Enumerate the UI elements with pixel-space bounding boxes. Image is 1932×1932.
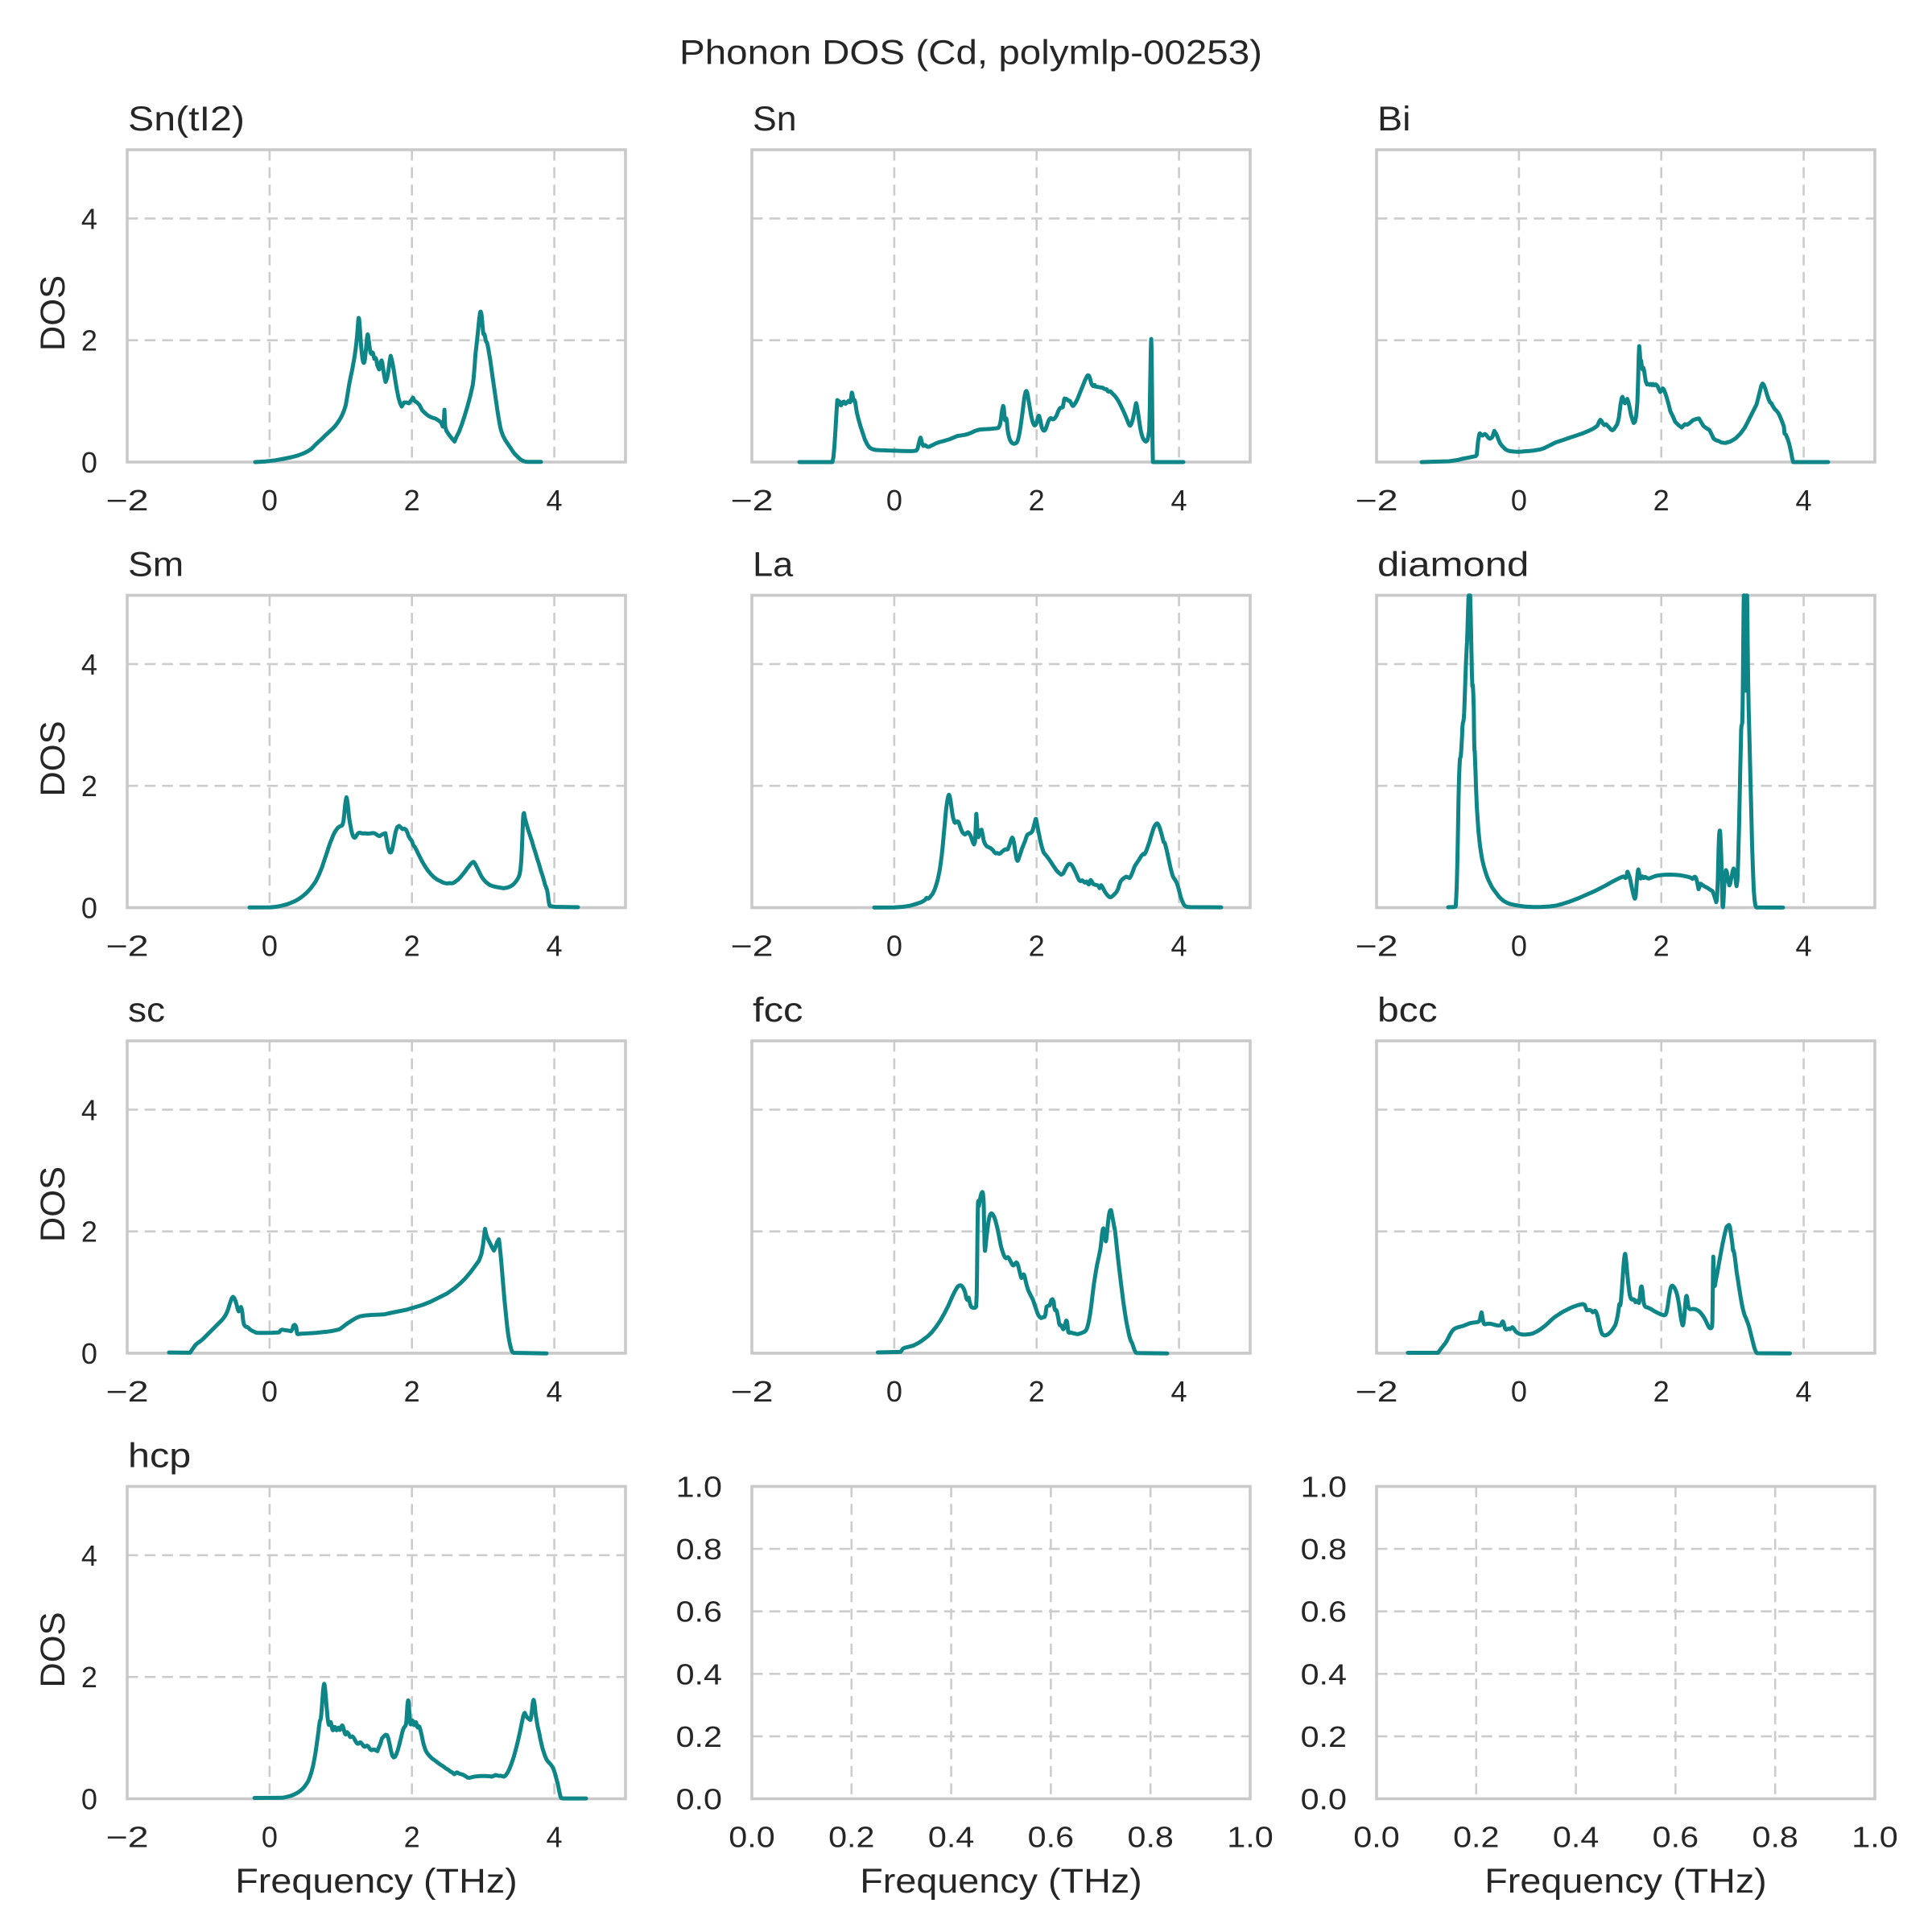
svg-text:4: 4	[81, 202, 97, 235]
svg-text:0: 0	[81, 1337, 97, 1370]
svg-text:1.0: 1.0	[1227, 1821, 1273, 1854]
svg-text:0: 0	[1511, 484, 1527, 517]
svg-text:0: 0	[81, 1783, 97, 1816]
svg-text:−2: −2	[1355, 1375, 1397, 1408]
svg-text:0.8: 0.8	[1752, 1821, 1798, 1854]
svg-text:0: 0	[886, 484, 902, 517]
svg-text:Bi: Bi	[1377, 100, 1411, 138]
svg-text:2: 2	[1029, 1375, 1045, 1408]
svg-text:0.0: 0.0	[676, 1783, 722, 1816]
svg-text:Sn(tI2): Sn(tI2)	[128, 100, 245, 138]
svg-text:0.0: 0.0	[729, 1821, 774, 1854]
svg-text:0: 0	[1511, 930, 1527, 963]
svg-text:sc: sc	[128, 991, 165, 1030]
svg-text:0: 0	[886, 1375, 902, 1408]
svg-text:4: 4	[1796, 484, 1812, 517]
svg-text:2: 2	[81, 324, 97, 357]
svg-text:La: La	[753, 546, 793, 584]
svg-text:4: 4	[547, 1375, 563, 1408]
svg-text:0: 0	[262, 484, 278, 517]
svg-text:diamond: diamond	[1377, 546, 1529, 584]
svg-text:Frequency (THz): Frequency (THz)	[1484, 1862, 1767, 1901]
svg-text:4: 4	[1171, 930, 1187, 963]
svg-text:2: 2	[81, 1661, 97, 1694]
svg-text:2: 2	[1653, 930, 1670, 963]
svg-text:0.6: 0.6	[1028, 1821, 1074, 1854]
svg-text:4: 4	[547, 484, 563, 517]
svg-text:4: 4	[1796, 930, 1812, 963]
svg-text:4: 4	[1171, 1375, 1187, 1408]
svg-text:0.4: 0.4	[928, 1821, 974, 1854]
svg-text:−2: −2	[1355, 930, 1397, 963]
svg-text:DOS: DOS	[34, 275, 72, 351]
svg-text:−2: −2	[105, 484, 148, 517]
svg-text:2: 2	[81, 770, 97, 803]
svg-text:0.2: 0.2	[828, 1821, 874, 1854]
svg-text:0.6: 0.6	[676, 1596, 722, 1629]
svg-text:0: 0	[886, 930, 902, 963]
svg-text:2: 2	[81, 1216, 97, 1249]
svg-text:−2: −2	[105, 1375, 148, 1408]
svg-text:1.0: 1.0	[1852, 1821, 1897, 1854]
svg-text:4: 4	[81, 648, 97, 681]
svg-text:1.0: 1.0	[676, 1471, 722, 1504]
svg-text:hcp: hcp	[128, 1437, 191, 1476]
svg-text:DOS: DOS	[34, 720, 72, 796]
svg-text:−2: −2	[730, 484, 773, 517]
svg-text:−2: −2	[105, 1821, 148, 1854]
svg-text:bcc: bcc	[1377, 991, 1438, 1030]
svg-text:0.0: 0.0	[1301, 1783, 1347, 1816]
svg-text:4: 4	[81, 1539, 97, 1572]
svg-text:0.4: 0.4	[1553, 1821, 1599, 1854]
svg-text:2: 2	[1653, 1375, 1670, 1408]
svg-text:2: 2	[404, 930, 420, 963]
svg-text:0.8: 0.8	[1128, 1821, 1174, 1854]
svg-text:Sn: Sn	[753, 100, 797, 138]
svg-text:0: 0	[81, 446, 97, 479]
svg-text:0.4: 0.4	[1301, 1657, 1347, 1690]
svg-text:2: 2	[404, 1375, 420, 1408]
svg-text:0.6: 0.6	[1301, 1596, 1347, 1629]
svg-text:0.4: 0.4	[676, 1657, 722, 1690]
svg-text:0: 0	[1511, 1375, 1527, 1408]
svg-text:4: 4	[547, 1821, 563, 1854]
svg-text:Sm: Sm	[128, 546, 184, 584]
svg-text:1.0: 1.0	[1301, 1471, 1347, 1504]
svg-text:0: 0	[262, 930, 278, 963]
svg-text:Frequency (THz): Frequency (THz)	[235, 1862, 518, 1901]
svg-text:Phonon DOS (Cd, polymlp-00253): Phonon DOS (Cd, polymlp-00253)	[679, 34, 1262, 72]
svg-text:Frequency (THz): Frequency (THz)	[860, 1862, 1142, 1901]
svg-text:0.8: 0.8	[676, 1533, 722, 1566]
svg-text:2: 2	[1029, 930, 1045, 963]
svg-text:4: 4	[1796, 1375, 1812, 1408]
svg-text:0: 0	[81, 892, 97, 925]
svg-text:−2: −2	[105, 930, 148, 963]
svg-text:0.2: 0.2	[1453, 1821, 1499, 1854]
svg-text:0.8: 0.8	[1301, 1533, 1347, 1566]
svg-text:−2: −2	[730, 1375, 773, 1408]
svg-text:DOS: DOS	[34, 1612, 72, 1687]
svg-text:0: 0	[262, 1821, 278, 1854]
svg-text:0: 0	[262, 1375, 278, 1408]
svg-text:4: 4	[547, 930, 563, 963]
svg-text:DOS: DOS	[34, 1166, 72, 1242]
svg-text:−2: −2	[730, 930, 773, 963]
svg-text:0.2: 0.2	[1301, 1720, 1347, 1753]
svg-text:−2: −2	[1355, 484, 1397, 517]
svg-text:2: 2	[1029, 484, 1045, 517]
svg-text:4: 4	[81, 1093, 97, 1126]
svg-text:2: 2	[1653, 484, 1670, 517]
svg-text:2: 2	[404, 484, 420, 517]
svg-text:fcc: fcc	[753, 991, 803, 1030]
svg-text:0.6: 0.6	[1653, 1821, 1699, 1854]
svg-text:4: 4	[1171, 484, 1187, 517]
svg-text:0.0: 0.0	[1353, 1821, 1399, 1854]
svg-text:2: 2	[404, 1821, 420, 1854]
svg-text:0.2: 0.2	[676, 1720, 722, 1753]
